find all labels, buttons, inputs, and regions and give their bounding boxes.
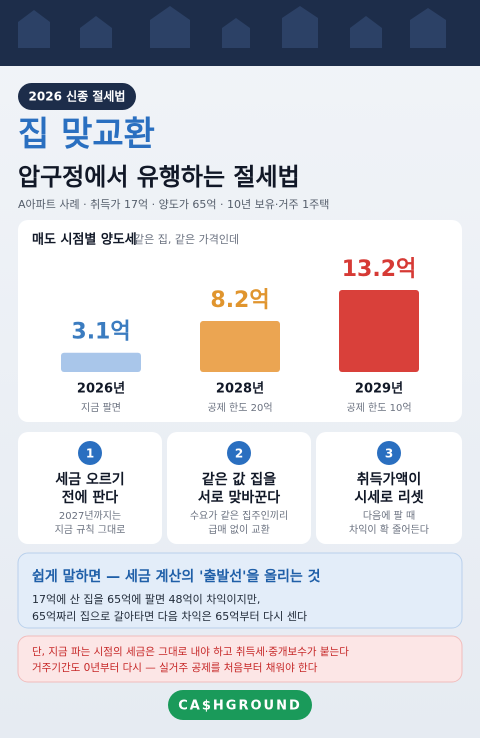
step-title: 취득가액이 [357, 471, 421, 488]
step-number: 3 [385, 447, 393, 461]
step-note: 2027년까지는 [59, 510, 121, 522]
step-title: 같은 값 집을 [202, 471, 276, 488]
brand-pill [168, 690, 312, 720]
summary-box [17, 552, 463, 629]
step-number: 2 [235, 447, 243, 461]
category-label: 2029년 [355, 382, 403, 397]
value-label: 8.2억 [210, 288, 269, 313]
step-note: 다음에 팔 때 [363, 510, 415, 522]
value-label: 3.1억 [71, 320, 130, 345]
step-circle [78, 441, 102, 465]
step-card [316, 432, 462, 544]
step-card [18, 432, 162, 544]
warning-line: 단, 지금 파는 시점의 세금은 그대로 내야 하고 취득세·중개보수가 붙는다 [32, 645, 349, 658]
step-circle [377, 441, 401, 465]
chart-title: 매도 시점별 양도세 [32, 232, 137, 248]
summary-line: 65억짜리 집으로 갈아타면 다음 차익은 65억부터 다시 센다 [32, 609, 307, 623]
step-title: 전에 판다 [62, 489, 119, 506]
value-label: 13.2억 [342, 257, 417, 282]
step-note: 수요가 같은 집주인끼리 [190, 510, 288, 522]
step-title: 서로 맞바꾼다 [198, 489, 280, 506]
step-title: 시세로 리셋 [354, 489, 423, 506]
subtitle: 압구정에서 유행하는 절세법 [18, 163, 300, 191]
category-sublabel: 공제 한도 20억 [207, 402, 272, 414]
step-number: 1 [86, 447, 94, 461]
category-label: 2026년 [77, 382, 125, 397]
category-sublabel: 공제 한도 10억 [346, 402, 411, 414]
category-sublabel: 지금 팔면 [81, 402, 121, 414]
caption: A아파트 사례 · 취득가 17억 · 양도가 65억 · 10년 보유·거주 … [18, 198, 329, 211]
badge-pill [18, 83, 136, 110]
step-note: 지금 규칙 그대로 [55, 524, 126, 536]
bar [339, 290, 419, 372]
brand: CA$HGROUND [178, 699, 302, 714]
summary-title: 쉽게 말하면 — 세금 계산의 '출발선'을 올리는 것 [32, 568, 321, 585]
summary-line: 17억에 산 집을 65억에 팔면 48억이 차익이지만, [32, 593, 260, 606]
step-circle [227, 441, 251, 465]
warning-box [17, 635, 463, 683]
badge: 2026 신종 절세법 [29, 89, 126, 104]
bar [61, 352, 141, 372]
warning-line: 거주기간도 0년부터 다시 — 실거주 공제를 처음부터 채워야 한다 [32, 661, 318, 674]
bar [200, 321, 280, 372]
step-note: 차익이 확 줄어든다 [349, 524, 429, 536]
chart-subtitle: 같은 집, 같은 가격인데 [134, 233, 239, 246]
category-label: 2028년 [216, 382, 264, 397]
step-note: 급매 없이 교환 [208, 523, 270, 536]
house-silhouettes [18, 6, 446, 48]
title: 집 맞교환 [18, 115, 155, 155]
step-card [167, 432, 311, 544]
step-title: 세금 오르기 [55, 472, 124, 488]
